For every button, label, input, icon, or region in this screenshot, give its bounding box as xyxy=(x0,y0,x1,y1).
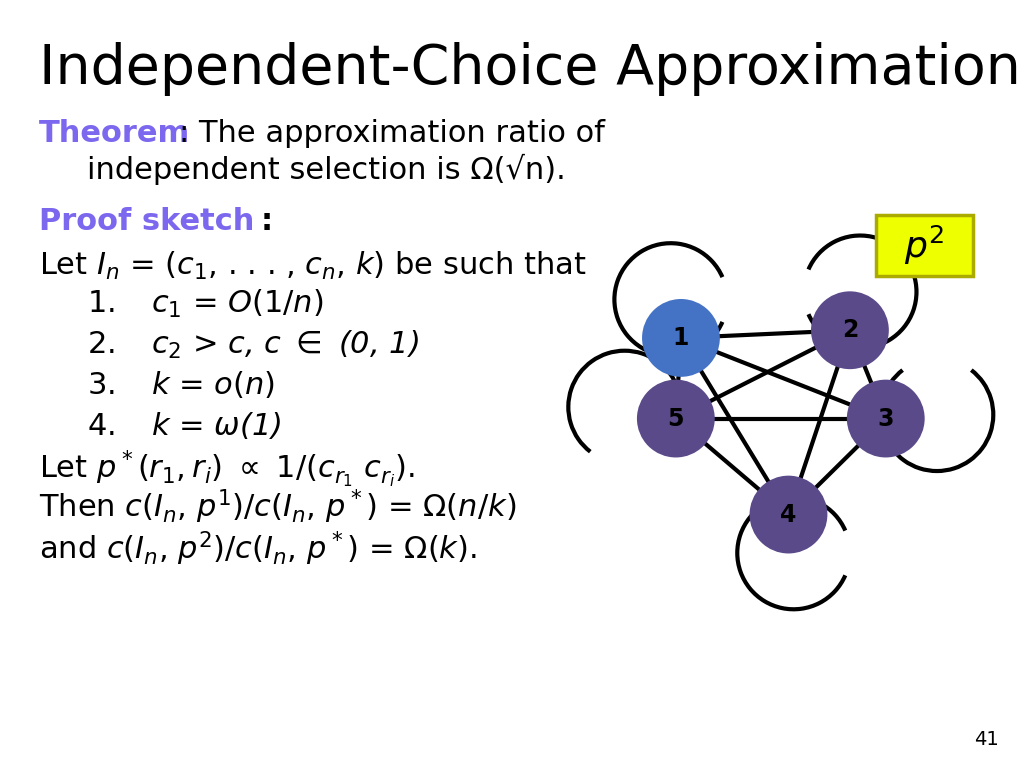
Text: 4: 4 xyxy=(780,502,797,527)
Text: $4.$   $k$ = $\omega$(1): $4.$ $k$ = $\omega$(1) xyxy=(87,410,282,441)
Ellipse shape xyxy=(637,379,715,458)
Text: independent selection is Ω(√n).: independent selection is Ω(√n). xyxy=(87,154,566,185)
Text: $2.$   $c_2$ > $c$, $c$ $\in$ (0, 1): $2.$ $c_2$ > $c$, $c$ $\in$ (0, 1) xyxy=(87,329,419,361)
Text: 2: 2 xyxy=(842,318,858,343)
Text: $3.$   $k$ = $o(n)$: $3.$ $k$ = $o(n)$ xyxy=(87,369,274,400)
Text: 3: 3 xyxy=(878,406,894,431)
Text: Independent-Choice Approximation: Independent-Choice Approximation xyxy=(39,42,1021,96)
Text: and $c$$(I_n$, $p^2$)/$c$$(I_n$, $p^*$) = $\Omega$$(k)$.: and $c$$(I_n$, $p^2$)/$c$$(I_n$, $p^*$) … xyxy=(39,530,477,568)
Text: 1: 1 xyxy=(673,326,689,350)
Text: 5: 5 xyxy=(668,406,684,431)
Ellipse shape xyxy=(847,379,925,458)
Text: 41: 41 xyxy=(974,730,998,749)
Text: Let $I_n$ = ($c_1$, . . . , $c_n$, $k$) be such that: Let $I_n$ = ($c_1$, . . . , $c_n$, $k$) … xyxy=(39,250,587,282)
Text: Let $p^*$$(r_1,r_i)$ $\propto$ 1/($c_{r_1}$ $c_{r_i}$).: Let $p^*$$(r_1,r_i)$ $\propto$ 1/($c_{r_… xyxy=(39,449,415,491)
Text: Then $c$$(I_n$, $p^1$)/$c$$(I_n$, $p^*$) = $\Omega$$(n/k)$: Then $c$$(I_n$, $p^1$)/$c$$(I_n$, $p^*$)… xyxy=(39,488,516,526)
FancyBboxPatch shape xyxy=(876,215,973,276)
Ellipse shape xyxy=(750,475,827,554)
Text: $1.$   $c_1$ = $O(1/n)$: $1.$ $c_1$ = $O(1/n)$ xyxy=(87,288,324,320)
Text: :: : xyxy=(261,207,273,237)
Text: Theorem: Theorem xyxy=(39,119,190,148)
Text: Proof sketch: Proof sketch xyxy=(39,207,254,237)
Ellipse shape xyxy=(642,299,720,377)
Ellipse shape xyxy=(811,291,889,369)
Text: $p^2$: $p^2$ xyxy=(904,224,944,267)
Text: : The approximation ratio of: : The approximation ratio of xyxy=(179,119,605,148)
